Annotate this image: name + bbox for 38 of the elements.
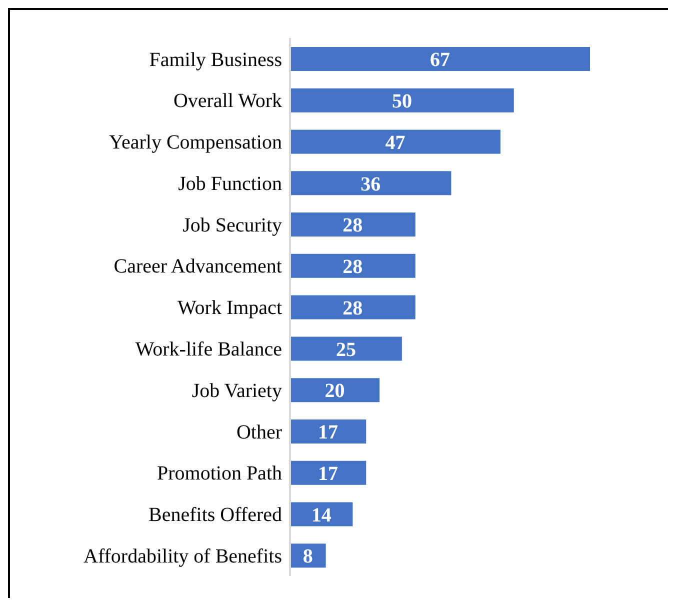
bar bbox=[290, 212, 416, 237]
bar bbox=[290, 130, 500, 154]
bar bbox=[290, 254, 416, 278]
data-label: 50 bbox=[392, 90, 412, 112]
y-tick-label: Job Function bbox=[178, 172, 282, 195]
bar bbox=[290, 378, 380, 402]
y-tick-label: Benefits Offered bbox=[148, 504, 282, 526]
bar bbox=[290, 419, 366, 444]
bar bbox=[290, 502, 353, 526]
y-tick-label: Work-life Balance bbox=[135, 338, 282, 360]
bar bbox=[290, 88, 514, 112]
y-tick-label: Yearly Compensation bbox=[109, 132, 282, 154]
y-tick-label: Career Advancement bbox=[114, 256, 282, 278]
bar bbox=[290, 460, 366, 485]
data-label: 67 bbox=[430, 49, 450, 72]
data-label: 36 bbox=[360, 173, 381, 196]
bar bbox=[290, 47, 590, 71]
y-tick-label: Family Business bbox=[149, 48, 282, 71]
y-tick-label: Promotion Path bbox=[156, 462, 282, 485]
y-tick-label: Job Security bbox=[182, 214, 282, 236]
data-label: 25 bbox=[336, 338, 356, 361]
data-label: 28 bbox=[342, 297, 363, 320]
y-tick-label: Job Variety bbox=[192, 380, 282, 402]
data-label: 8 bbox=[302, 546, 313, 568]
bar bbox=[290, 295, 416, 320]
data-label: 47 bbox=[385, 132, 406, 154]
data-label: 20 bbox=[324, 380, 345, 402]
data-label: 14 bbox=[311, 504, 332, 526]
y-tick-label: Overall Work bbox=[173, 90, 282, 112]
bar bbox=[290, 336, 402, 361]
y-tick-label: Work Impact bbox=[178, 297, 282, 320]
data-label: 28 bbox=[342, 256, 363, 278]
bar bbox=[290, 171, 452, 196]
data-label: 28 bbox=[342, 214, 363, 237]
data-label: 17 bbox=[318, 462, 338, 485]
y-tick-label: Other bbox=[236, 421, 282, 444]
y-tick-label: Affordability of Benefits bbox=[84, 545, 282, 568]
data-label: 17 bbox=[318, 422, 338, 444]
